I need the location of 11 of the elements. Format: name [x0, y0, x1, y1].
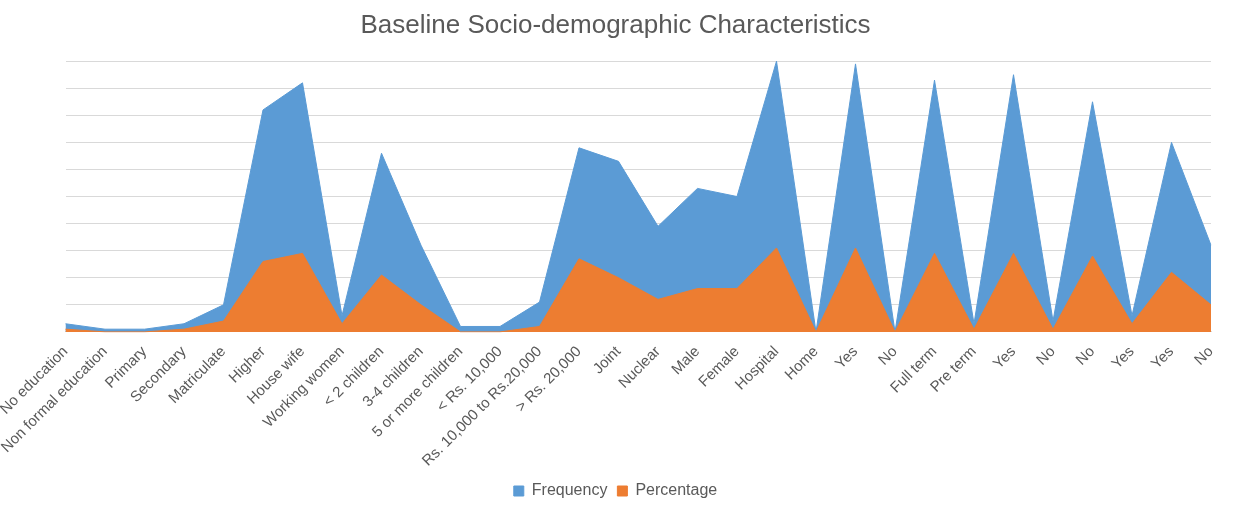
chart-title: Baseline Socio-demographic Characteristics [360, 8, 871, 39]
x-tick-label: No [874, 342, 901, 368]
x-tick-label: No [1032, 342, 1059, 368]
legend-label: Frequency [531, 481, 608, 499]
x-tick-label: Yes [1107, 342, 1138, 372]
x-tick-label: Yes [1147, 342, 1177, 372]
x-tick-label: Yes [831, 342, 861, 372]
legend-label: Percentage [635, 481, 718, 499]
x-tick-label: No [1071, 342, 1098, 368]
x-tick-label: Yes [989, 342, 1019, 372]
x-tick-label: No [1190, 342, 1217, 368]
